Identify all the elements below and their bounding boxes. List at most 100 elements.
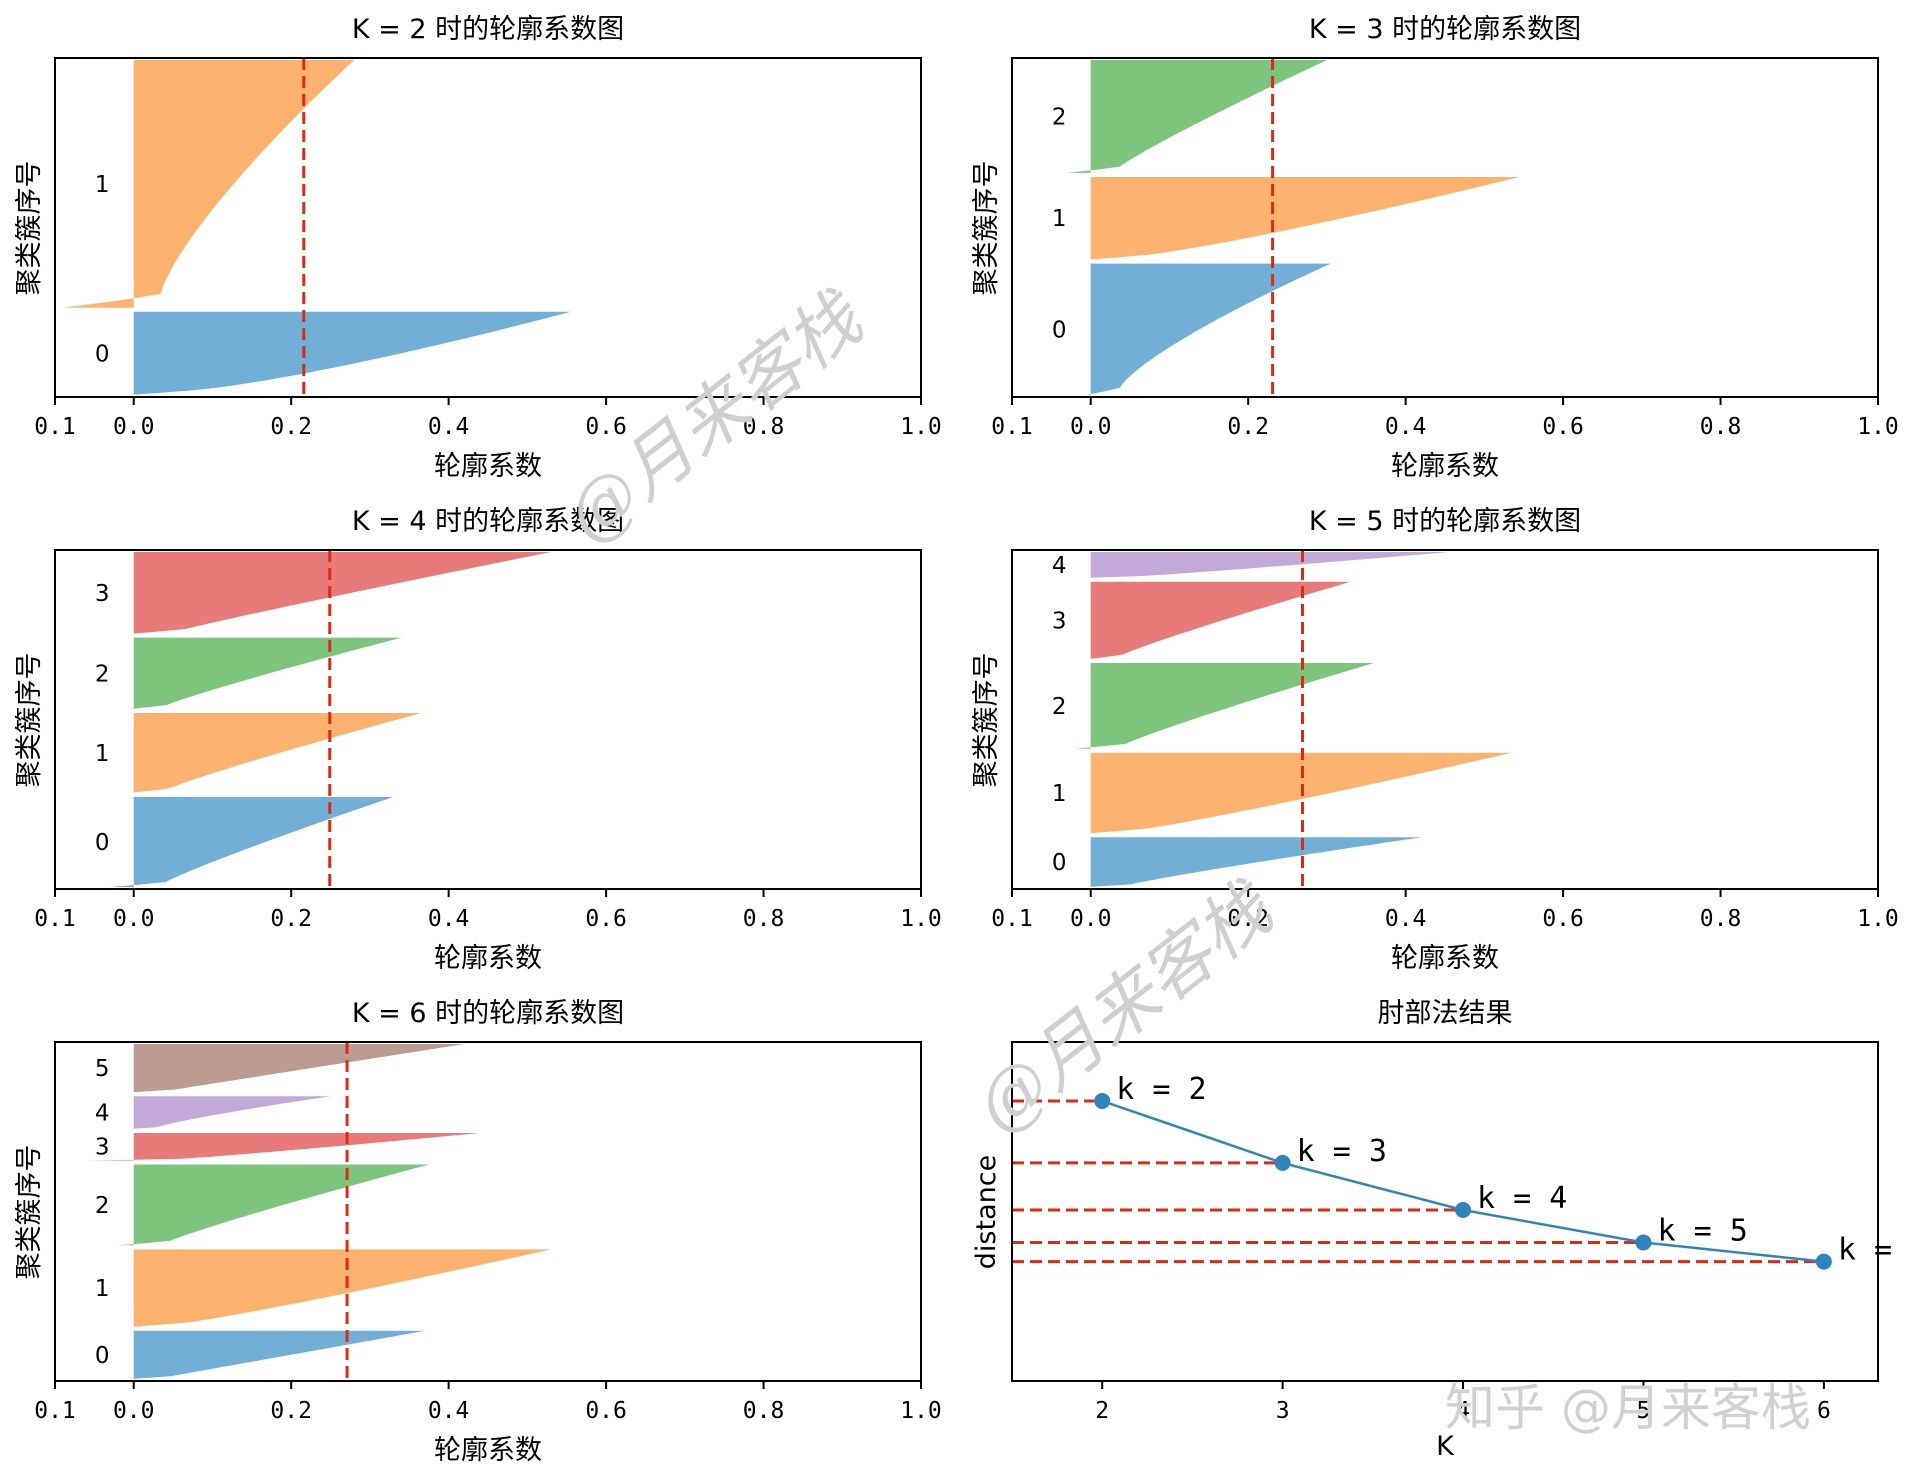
panel-title: 肘部法结果: [1378, 998, 1513, 1029]
x-tick-label: 0.0: [113, 906, 155, 932]
axes-frame: [54, 549, 922, 890]
cluster-label: 0: [95, 341, 110, 367]
elbow-point: [1635, 1234, 1652, 1251]
x-tick-label: 0.6: [585, 906, 627, 932]
x-tick-label: 1.0: [1857, 414, 1899, 440]
silhouette-cluster-1: [62, 60, 355, 308]
x-tick-label: 5: [1637, 1398, 1651, 1424]
panel-title: K = 6 时的轮廓系数图: [352, 998, 624, 1029]
silhouette-cluster-0: [129, 1330, 426, 1379]
x-tick-label: 0.0: [113, 1398, 155, 1424]
x-axis-label: 轮廓系数: [434, 1435, 542, 1466]
cluster-label: 0: [95, 1343, 110, 1369]
silhouette-cluster-3: [1090, 581, 1351, 659]
silhouette-marks: 01: [62, 58, 571, 397]
y-axis-label: 聚类簇序号: [14, 161, 45, 296]
x-tick-label: 0.8: [743, 1398, 785, 1424]
x-tick-label: 0.2: [270, 906, 312, 932]
cluster-label: 1: [1052, 206, 1067, 232]
x-tick-label: 0.8: [1700, 414, 1742, 440]
x-tick-label: 4: [1456, 1398, 1470, 1424]
x-tick-label: 2: [1095, 1398, 1109, 1424]
elbow-point-label: k = 2: [1116, 1072, 1206, 1107]
x-tick-label: 0.4: [428, 414, 470, 440]
silhouette-marks: 0 1 2 3: [95, 550, 551, 889]
elbow-point: [1274, 1154, 1291, 1171]
elbow-marks: k = 2 k = 3 k = 4 k = 5 k = 6: [1012, 1072, 1906, 1270]
cluster-label: 4: [95, 1101, 110, 1127]
x-tick-label: 0.8: [743, 906, 785, 932]
silhouette-cluster-0: [129, 311, 571, 395]
elbow-point-label: k = 4: [1477, 1181, 1567, 1216]
silhouette-cluster-3: [86, 1133, 481, 1161]
y-axis-label: 聚类簇序号: [14, 1145, 45, 1280]
x-tick-label: 0.6: [585, 414, 627, 440]
x-ticks: 0.1 0.0 0.2 0.4 0.6 0.8 1.0: [34, 889, 942, 932]
silhouette-cluster-3: [133, 552, 551, 634]
x-tick-label: 6: [1817, 1398, 1831, 1424]
x-tick-label: 0.4: [1385, 414, 1427, 440]
silhouette-cluster-2: [129, 637, 402, 709]
silhouette-panel-k3: K = 3 时的轮廓系数图 012 0.1 0.0 0.2 0.4 0.6 0.8 1.0 …: [971, 14, 1899, 482]
x-axis-label: 轮廓系数: [434, 943, 542, 974]
x-tick-label: 1.0: [900, 1398, 942, 1424]
silhouette-cluster-5: [133, 1044, 465, 1093]
panel-title: K = 5 时的轮廓系数图: [1309, 506, 1581, 537]
x-tick-label: 0.1: [991, 414, 1033, 440]
x-axis-label: 轮廓系数: [1391, 451, 1499, 482]
axes-frame: [1011, 57, 1879, 398]
x-tick-label: 0.0: [1070, 906, 1112, 932]
x-tick-label: 0.2: [1227, 906, 1269, 932]
axes-frame: [54, 57, 922, 398]
x-tick-label: 0.6: [585, 1398, 627, 1424]
y-axis-label: 聚类簇序号: [971, 161, 1002, 296]
panel-title: K = 3 时的轮廓系数图: [1309, 14, 1581, 45]
x-tick-label: 1.0: [900, 906, 942, 932]
cluster-label: 4: [1052, 553, 1067, 579]
x-tick-label: 0.6: [1542, 414, 1584, 440]
cluster-label: 0: [1052, 850, 1067, 876]
silhouette-cluster-0: [110, 796, 394, 887]
cluster-label: 2: [95, 1193, 110, 1219]
elbow-point: [1455, 1202, 1472, 1219]
cluster-label: 2: [1052, 104, 1067, 130]
x-tick-label: 0.4: [428, 1398, 470, 1424]
axes-frame: [54, 1041, 922, 1382]
silhouette-cluster-1: [1090, 177, 1520, 260]
silhouette-marks: 0 1 2: [1052, 58, 1520, 397]
silhouette-cluster-0: [1086, 263, 1331, 395]
silhouette-cluster-4: [129, 1096, 331, 1129]
silhouette-cluster-2: [1075, 663, 1375, 749]
x-tick-label: 0.1: [34, 414, 76, 440]
silhouette-panel-k6: K = 6 时的轮廓系数图 0 1 2 3 4 5 0.1 0.0 0.2 0.4 0.6 0.8 1…: [14, 998, 942, 1466]
x-tick-label: 1.0: [1857, 906, 1899, 932]
x-ticks: 0.1 0.0 0.2 0.4 0.6 0.8 1.0: [34, 397, 942, 440]
silhouette-cluster-2: [118, 1164, 429, 1246]
x-tick-label: 0.2: [270, 414, 312, 440]
cluster-label: 0: [1052, 317, 1067, 343]
cluster-label: 0: [95, 830, 110, 856]
cluster-label: 3: [1052, 608, 1067, 634]
cluster-label: 5: [95, 1056, 110, 1082]
x-ticks: 0.1 0.0 0.2 0.4 0.6 0.8 1.0: [991, 397, 1899, 440]
x-ticks: 2 3 4 5 6: [1095, 1381, 1831, 1424]
x-tick-label: 0.8: [743, 414, 785, 440]
elbow-point: [1815, 1253, 1832, 1270]
elbow-point-label: k = 3: [1297, 1134, 1387, 1169]
y-axis-label: 聚类簇序号: [14, 653, 45, 788]
cluster-label: 1: [95, 1276, 110, 1302]
cluster-label: 2: [95, 661, 110, 687]
cluster-label: 3: [95, 1135, 110, 1161]
x-tick-label: 3: [1276, 1398, 1290, 1424]
silhouette-cluster-0: [1086, 837, 1422, 887]
y-axis-label: 聚类簇序号: [971, 653, 1002, 788]
cluster-label: 1: [95, 172, 110, 198]
silhouette-panel-k5: K = 5 时的轮廓系数图 0 1 2 3 4 0.1 0.0 0.2 0.4 0.6 0.8 1.…: [971, 506, 1899, 974]
x-tick-label: 0.0: [1070, 414, 1112, 440]
axes-frame: [1011, 1041, 1879, 1382]
elbow-point: [1094, 1092, 1111, 1109]
cluster-label: 3: [95, 581, 110, 607]
x-tick-label: 0.2: [270, 1398, 312, 1424]
